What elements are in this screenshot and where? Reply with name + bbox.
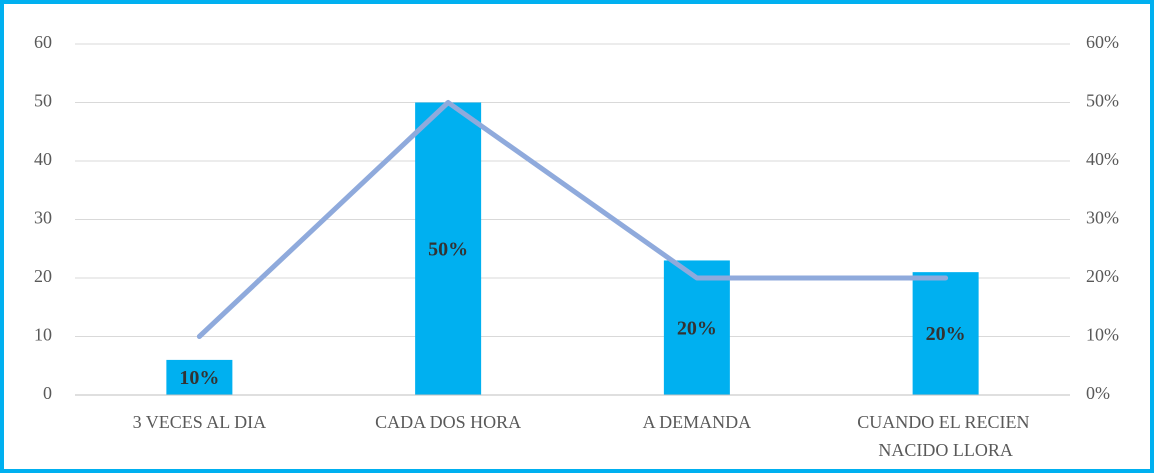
y-tick-label: 50 [34,91,52,111]
data-label: 20% [677,317,717,339]
data-label: 20% [926,323,966,345]
y2-tick-label: 20% [1086,266,1119,286]
bar [663,260,730,395]
y-tick-label: 40 [34,149,52,169]
y2-tick-label: 60% [1086,32,1119,52]
y-tick-label: 60 [34,32,52,52]
y-tick-label: 20 [34,266,52,286]
data-label: 10% [179,367,219,389]
bar [166,359,233,395]
data-label: 50% [428,238,468,260]
x-tick-label: A DEMANDA [643,412,752,432]
y-tick-label: 10 [34,325,52,345]
y2-tick-label: 10% [1086,325,1119,345]
bar [912,272,979,395]
x-tick-label: CADA DOS HORA [375,412,521,432]
y2-tick-label: 50% [1086,91,1119,111]
x-tick-label: CUANDO EL RECIEN NACIDO LLORA [857,412,1034,460]
y-tick-label: 30 [34,208,52,228]
x-tick-label: 3 VECES AL DIA [133,412,267,432]
y2-tick-label: 40% [1086,149,1119,169]
bar [415,102,482,395]
y-tick-label: 0 [43,383,52,403]
line [196,100,949,339]
y2-tick-label: 30% [1086,208,1119,228]
y2-tick-label: 0% [1086,383,1110,403]
